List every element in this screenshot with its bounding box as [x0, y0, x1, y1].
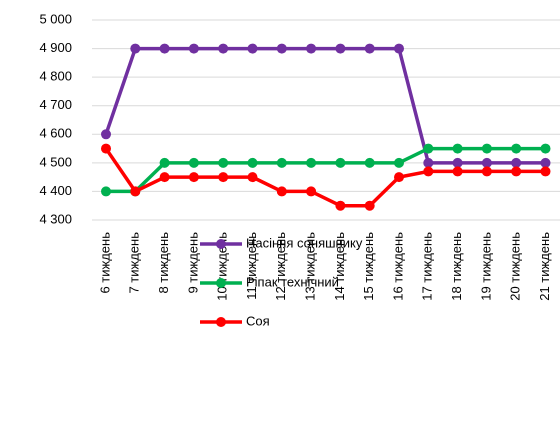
marker	[101, 129, 111, 140]
marker	[335, 200, 346, 211]
marker	[511, 157, 522, 168]
x-tick-label: 18 тиждень	[449, 232, 464, 301]
marker	[423, 157, 434, 168]
legend-label: Ріпак технічний	[246, 274, 339, 289]
marker	[276, 157, 287, 168]
marker	[101, 143, 111, 154]
marker	[306, 157, 317, 168]
marker	[188, 172, 199, 183]
y-tick-label: 5 000	[39, 11, 72, 26]
y-tick-label: 4 500	[39, 154, 72, 169]
y-tick-label: 4 600	[39, 126, 72, 141]
y-tick-label: 4 900	[39, 40, 72, 55]
marker	[481, 143, 492, 154]
series-line	[106, 146, 546, 194]
x-tick-label: 12 тиждень	[273, 232, 288, 301]
marker	[452, 143, 463, 154]
marker	[306, 186, 317, 197]
marker	[511, 143, 522, 154]
y-tick-label: 4 300	[39, 211, 72, 226]
x-tick-label: 7 тиждень	[127, 232, 142, 294]
x-tick-label: 20 тиждень	[508, 232, 523, 301]
x-tick-label: 19 тиждень	[478, 232, 493, 301]
x-tick-label: 21 тиждень	[537, 232, 552, 301]
marker	[540, 157, 551, 168]
marker	[481, 157, 492, 168]
marker	[364, 157, 375, 168]
marker	[423, 166, 434, 177]
marker	[247, 157, 258, 168]
marker	[335, 157, 346, 168]
marker	[452, 157, 463, 168]
marker	[218, 157, 229, 168]
x-tick-label: 14 тиждень	[332, 232, 347, 301]
marker	[188, 157, 199, 168]
marker	[481, 166, 492, 177]
marker	[540, 166, 551, 177]
y-tick-label: 4 800	[39, 69, 72, 84]
marker	[159, 157, 170, 168]
x-tick-label: 13 тиждень	[303, 232, 318, 301]
legend-marker	[216, 278, 226, 288]
marker	[130, 186, 141, 197]
series-line	[104, 46, 546, 165]
legend-label: Соя	[246, 313, 270, 328]
marker	[159, 172, 170, 183]
marker	[276, 43, 287, 54]
marker	[364, 43, 375, 54]
marker	[101, 186, 111, 197]
marker	[247, 172, 258, 183]
y-tick-label: 4 700	[39, 97, 72, 112]
marker	[511, 166, 522, 177]
marker	[364, 200, 375, 211]
marker	[188, 43, 199, 54]
x-tick-label: 17 тиждень	[420, 232, 435, 301]
marker	[276, 186, 287, 197]
x-tick-label: 9 тиждень	[185, 232, 200, 294]
marker	[247, 43, 258, 54]
marker	[452, 166, 463, 177]
legend-label: Насіння соняшнику	[246, 235, 363, 250]
marker	[335, 43, 346, 54]
x-tick-label: 6 тиждень	[97, 232, 112, 294]
y-tick-label: 4 400	[39, 183, 72, 198]
marker	[394, 157, 404, 168]
marker	[423, 143, 434, 154]
marker	[306, 43, 317, 54]
x-tick-label: 11 тиждень	[244, 232, 259, 300]
x-tick-label: 8 тиждень	[156, 232, 171, 294]
legend-marker	[216, 239, 226, 249]
marker	[394, 172, 404, 183]
marker	[159, 43, 170, 54]
marker	[218, 172, 229, 183]
series-line	[104, 147, 546, 208]
x-tick-label: 16 тиждень	[390, 232, 405, 301]
marker	[130, 43, 141, 54]
marker	[540, 143, 551, 154]
legend-marker	[216, 317, 226, 327]
marker	[394, 43, 404, 54]
marker	[218, 43, 229, 54]
x-tick-label: 15 тиждень	[361, 232, 376, 301]
